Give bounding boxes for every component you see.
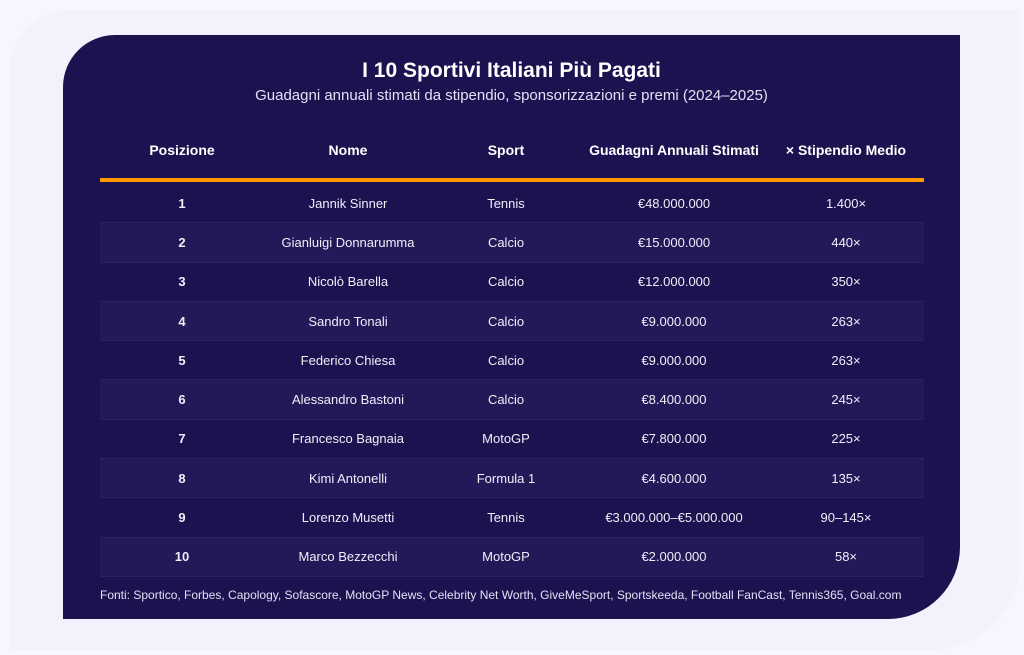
name-cell: Gianluigi Donnarumma bbox=[281, 234, 415, 250]
sport-cell: Calcio bbox=[487, 274, 525, 290]
table-row: 2 Gianluigi Donnarumma Calcio €15.000.000 44… bbox=[100, 223, 924, 263]
table-row: 10 Marco Bezzecchi MotoGP €2.000.000 58× bbox=[100, 537, 924, 577]
infographic-card: I 10 Sportivi Italiani Più Pagati Guadag… bbox=[63, 35, 960, 619]
sport-cell: Calcio bbox=[487, 392, 525, 408]
rank-cell: 6 bbox=[178, 392, 186, 408]
table-row: 1 Jannik Sinner Tennis €48.000.000 1.400× bbox=[100, 184, 924, 224]
earnings-cell: €9.000.000 bbox=[641, 352, 707, 368]
sport-cell: Calcio bbox=[487, 352, 525, 368]
name-cell: Federico Chiesa bbox=[300, 352, 396, 368]
rank-cell: 5 bbox=[178, 352, 186, 368]
column-header: Sport bbox=[487, 141, 525, 158]
sport-cell: Formula 1 bbox=[476, 470, 536, 486]
earnings-cell: €15.000.000 bbox=[637, 234, 711, 250]
table-row: 9 Lorenzo Musetti Tennis €3.000.000–€5.000.… bbox=[100, 498, 924, 538]
rank-cell: 3 bbox=[178, 274, 186, 290]
table-header: Posizione Nome Sport Guadagni Annuali Stima… bbox=[100, 121, 924, 178]
page-subtitle: Guadagni annuali stimati da stipendio, s… bbox=[255, 87, 768, 104]
earnings-cell: €9.000.000 bbox=[641, 313, 707, 329]
table-row: 8 Kimi Antonelli Formula 1 €4.600.000 135× bbox=[100, 459, 924, 499]
name-cell: Lorenzo Musetti bbox=[301, 510, 395, 526]
sport-cell: MotoGP bbox=[482, 431, 530, 447]
earnings-cell: €2.000.000 bbox=[641, 549, 707, 565]
name-cell: Francesco Bagnaia bbox=[291, 431, 404, 447]
multiplier-cell: 350× bbox=[831, 274, 861, 290]
column-header: Posizione bbox=[149, 141, 215, 158]
table-row: 3 Nicolò Barella Calcio €12.000.000 350× bbox=[100, 263, 924, 302]
column-header: Guadagni Annuali Stimati bbox=[589, 141, 759, 158]
sport-cell: Calcio bbox=[487, 234, 525, 250]
earnings-cell: €7.800.000 bbox=[641, 431, 707, 447]
rank-cell: 9 bbox=[178, 510, 186, 526]
multiplier-cell: 90–145× bbox=[820, 510, 872, 526]
multiplier-cell: 225× bbox=[831, 431, 861, 447]
rank-cell: 1 bbox=[178, 195, 186, 211]
earnings-cell: €48.000.000 bbox=[637, 195, 711, 211]
rank-cell: 4 bbox=[178, 313, 186, 329]
multiplier-cell: 58× bbox=[834, 549, 858, 565]
multiplier-cell: 1.400× bbox=[825, 195, 867, 211]
name-cell: Kimi Antonelli bbox=[308, 470, 388, 486]
rank-cell: 2 bbox=[178, 234, 186, 250]
table-row: 5 Federico Chiesa Calcio €9.000.000 263× bbox=[100, 341, 924, 381]
name-cell: Jannik Sinner bbox=[308, 195, 388, 211]
name-cell: Sandro Tonali bbox=[308, 313, 388, 329]
name-cell: Nicolò Barella bbox=[307, 274, 389, 290]
column-header: Nome bbox=[328, 141, 368, 158]
sport-cell: MotoGP bbox=[482, 549, 530, 565]
table-row: 6 Alessandro Bastoni Calcio €8.400.000 245× bbox=[100, 380, 924, 420]
sources-footer: Fonti: Sportico, Forbes, Capology, Sofas… bbox=[100, 588, 902, 602]
multiplier-cell: 440× bbox=[831, 234, 861, 250]
sport-cell: Tennis bbox=[487, 510, 525, 526]
multiplier-cell: 245× bbox=[831, 392, 861, 408]
column-header: × Stipendio Medio bbox=[785, 141, 907, 158]
name-cell: Marco Bezzecchi bbox=[298, 549, 398, 565]
table-row: 7 Francesco Bagnaia MotoGP €7.800.000 225× bbox=[100, 420, 924, 460]
sport-cell: Calcio bbox=[487, 313, 525, 329]
rank-cell: 10 bbox=[174, 549, 190, 565]
name-cell: Alessandro Bastoni bbox=[291, 392, 404, 408]
earnings-cell: €12.000.000 bbox=[637, 274, 711, 290]
earnings-cell: €3.000.000–€5.000.000 bbox=[605, 510, 743, 526]
header-divider bbox=[100, 178, 924, 182]
sport-cell: Tennis bbox=[487, 195, 525, 211]
multiplier-cell: 135× bbox=[831, 470, 861, 486]
earnings-cell: €4.600.000 bbox=[641, 470, 707, 486]
earnings-table: Posizione Nome Sport Guadagni Annuali Stima… bbox=[100, 121, 924, 577]
table-body: 1 Jannik Sinner Tennis €48.000.000 1.400× 2 Gi… bbox=[100, 184, 924, 577]
multiplier-cell: 263× bbox=[831, 352, 861, 368]
table-row: 4 Sandro Tonali Calcio €9.000.000 263× bbox=[100, 301, 924, 342]
multiplier-cell: 263× bbox=[831, 313, 861, 329]
page-title: I 10 Sportivi Italiani Più Pagati bbox=[362, 59, 661, 82]
earnings-cell: €8.400.000 bbox=[641, 392, 707, 408]
rank-cell: 8 bbox=[178, 470, 186, 486]
rank-cell: 7 bbox=[178, 431, 186, 447]
